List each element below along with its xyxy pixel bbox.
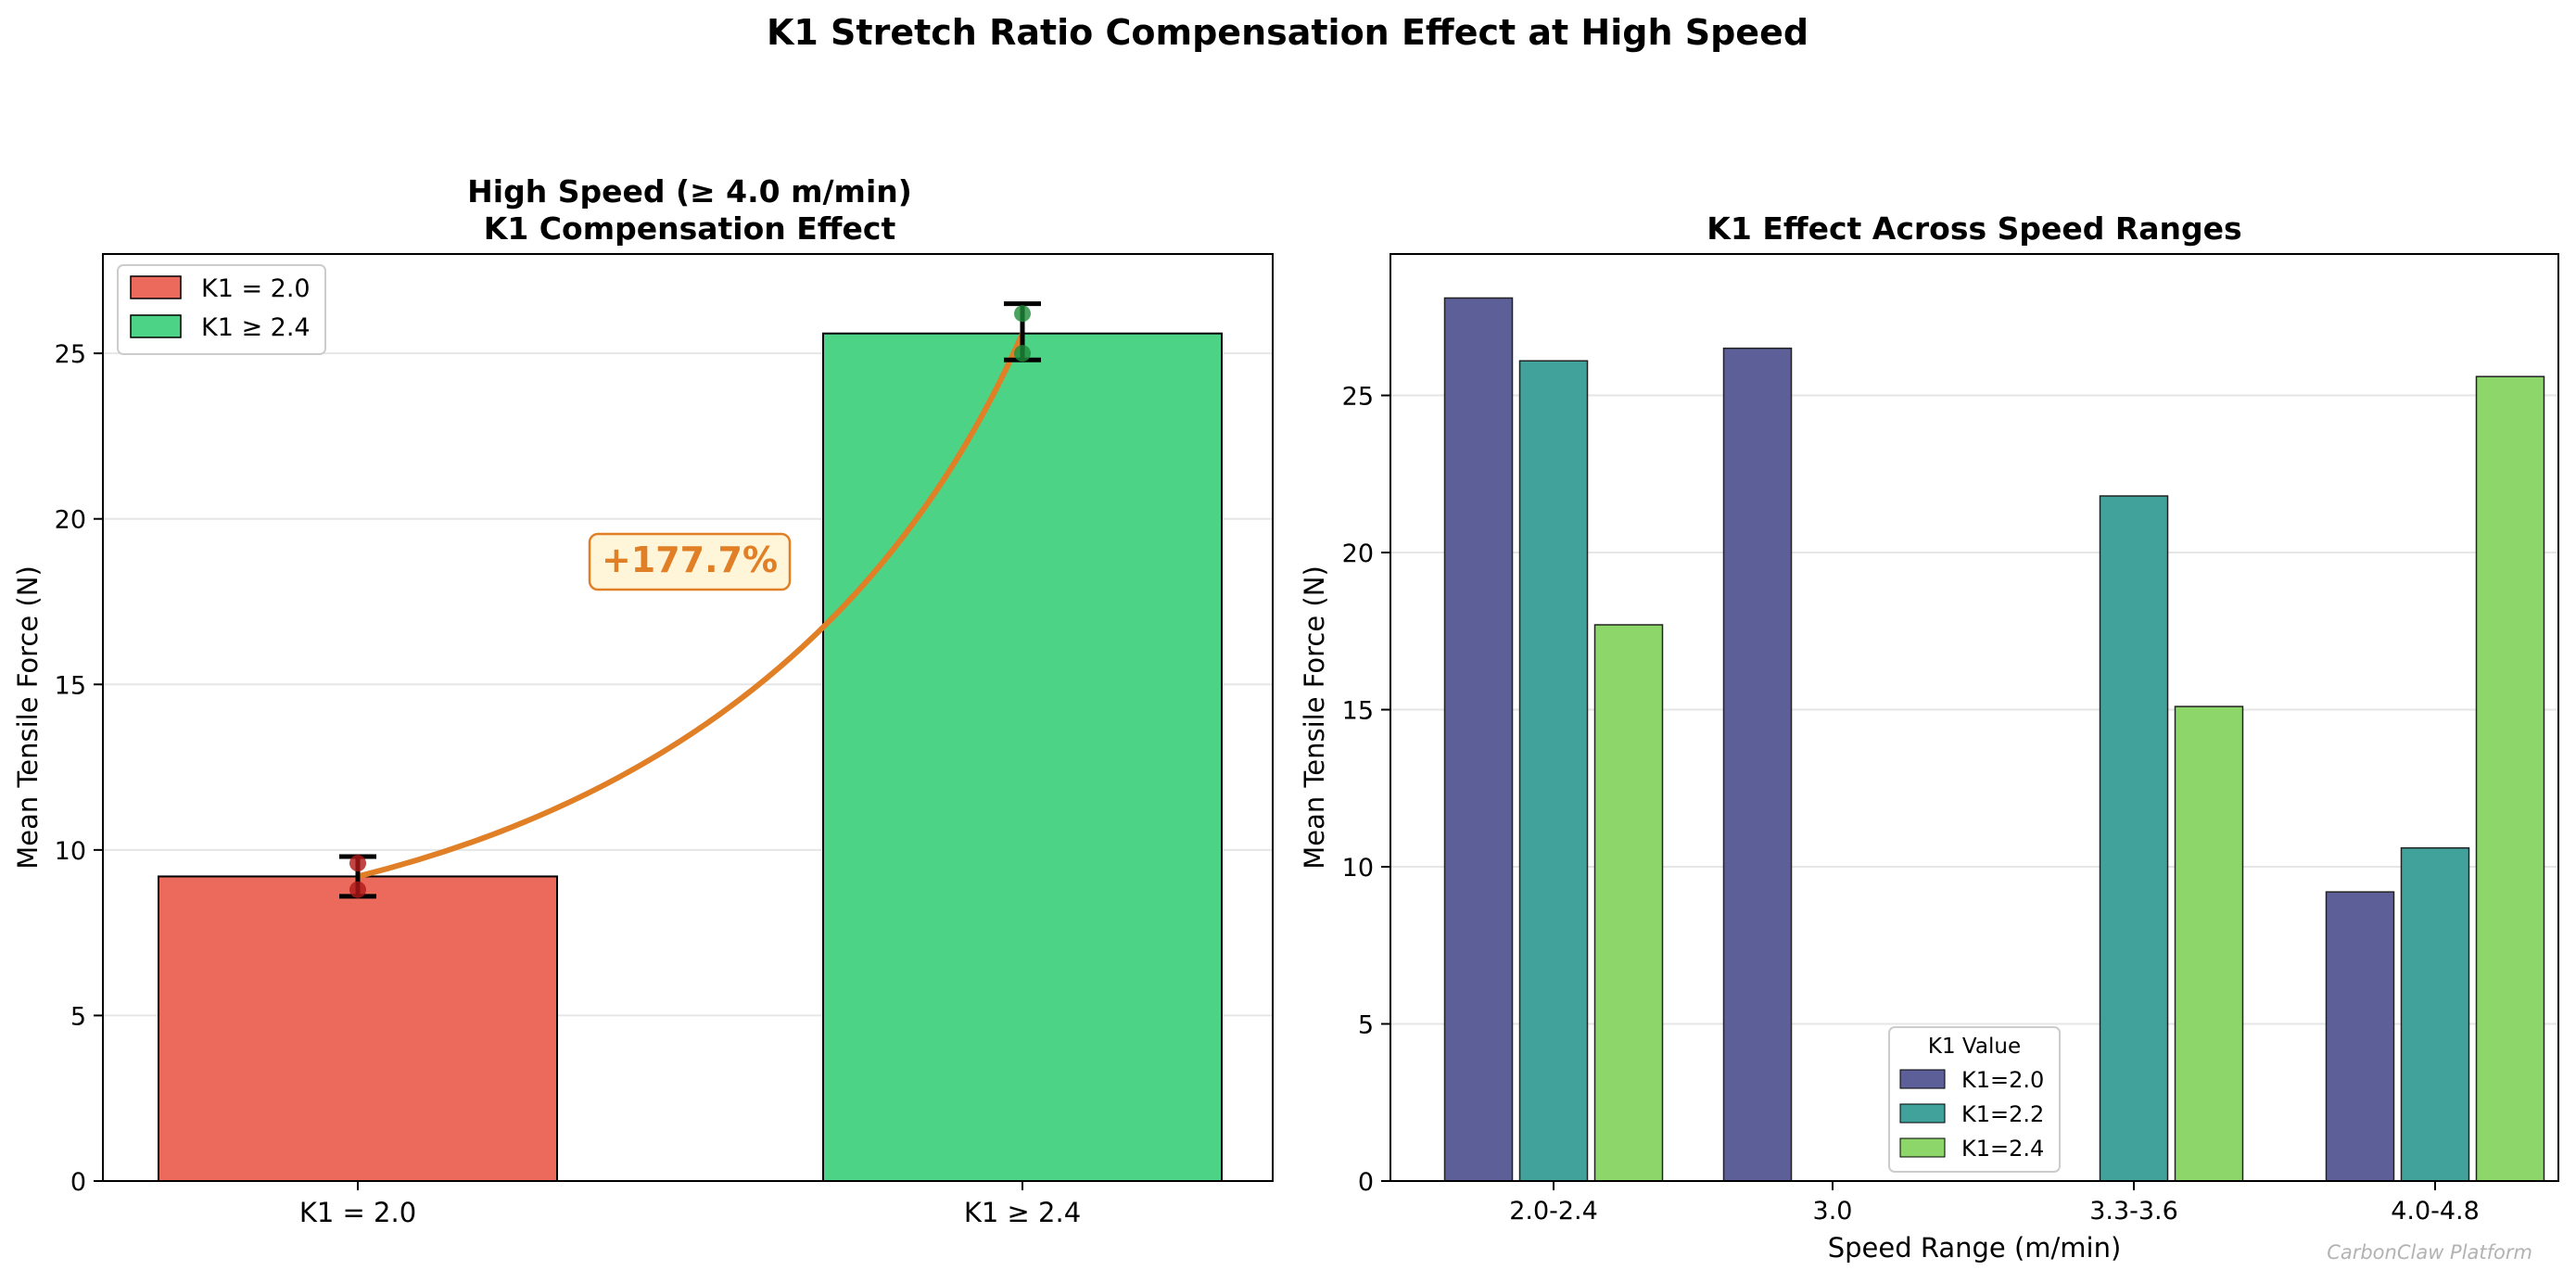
annotation-box [588, 532, 792, 591]
legend-label-k1-2-0: K1 = 2.0 [201, 274, 311, 303]
left-x-ticks: K1 = 2.0 K1 ≥ 2.4 [299, 1181, 1081, 1228]
left-chart: 0 5 10 15 20 25 K1 = 2.0 K1 ≥ 2.4 High Speed (… [12, 173, 1274, 1228]
left-y-tick-label: 20 [55, 506, 86, 535]
left-legend: K1 = 2.0 K1 ≥ 2.4 [117, 264, 326, 355]
annotation-text: +177.7% [602, 540, 778, 580]
bar-k1-2-0-3-0 [1722, 347, 1793, 1182]
left-subtitle: K1 Compensation Effect [484, 210, 896, 247]
bar-k1-2-4 [822, 332, 1223, 1182]
left-plot-frame [102, 253, 1274, 1182]
legend-swatch-k1-2-4 [1899, 1137, 1946, 1158]
bar-k1-2-4-2-0-2-4 [1593, 624, 1664, 1182]
left-y-tick-label: 10 [55, 837, 86, 866]
watermark: CarbonClaw Platform [2327, 1241, 2532, 1264]
right-legend: K1 Value K1=2.0 K1=2.2 K1=2.4 [1888, 1026, 2061, 1173]
right-y-tick-label: 15 [1342, 697, 1374, 726]
bar-k1-2-2-2-0-2-4 [1518, 360, 1589, 1182]
bar-k1-2-0 [158, 875, 558, 1183]
right-bars [1443, 297, 2545, 1182]
left-annotation: +177.7% [588, 532, 792, 591]
x-tick-label-3-0: 3.0 [1813, 1197, 1853, 1226]
left-bars [158, 332, 1223, 1183]
left-points [349, 305, 1031, 898]
legend-label-k1-2-4: K1 ≥ 2.4 [201, 313, 311, 342]
x-tick-label-3-3-3-6: 3.3-3.6 [2089, 1197, 2178, 1226]
bar-k1-2-4-4-0-4-8 [2475, 375, 2545, 1182]
bar-k1-2-0-4-0-4-8 [2325, 891, 2395, 1182]
right-y-axis-label: Mean Tensile Force (N) [1299, 565, 1330, 870]
legend-swatch-k1-2-4 [130, 314, 182, 338]
bar-k1-2-0-2-0-2-4 [1443, 297, 1514, 1182]
x-tick-label-k1-2-0: K1 = 2.0 [299, 1197, 416, 1228]
right-x-axis-label: Speed Range (m/min) [1828, 1232, 2122, 1264]
right-legend-frame [1888, 1026, 2061, 1173]
x-tick-label-4-0-4-8: 4.0-4.8 [2391, 1197, 2480, 1226]
left-y-tick-label: 15 [55, 671, 86, 700]
legend-label-k1-2-2: K1=2.2 [1961, 1101, 2044, 1127]
left-y-tick-label: 0 [70, 1168, 86, 1197]
data-point-k1-2-0 [349, 855, 366, 872]
x-tick-label-k1-2-4: K1 ≥ 2.4 [964, 1197, 1081, 1228]
data-point-k1-2-4 [1014, 305, 1031, 323]
legend-swatch-k1-2-2 [1899, 1103, 1946, 1124]
left-title: High Speed (≥ 4.0 m/min) [467, 173, 912, 210]
right-y-tick-label: 5 [1358, 1011, 1374, 1040]
right-plot-frame [1390, 253, 2559, 1182]
bar-k1-2-4-3-3-3-6 [2174, 705, 2244, 1182]
right-x-ticks: 2.0-2.4 3.0 3.3-3.6 4.0-4.8 [1509, 1181, 2480, 1226]
right-legend-title: K1 Value [1928, 1035, 2021, 1059]
bar-k1-2-2-3-3-3-6 [2099, 495, 2169, 1182]
left-y-tick-label: 5 [70, 1002, 86, 1031]
left-y-tick-label: 25 [55, 340, 86, 369]
bar-k1-2-2-4-0-4-8 [2400, 846, 2470, 1182]
legend-swatch-k1-2-0 [130, 275, 182, 299]
right-y-tick-label: 10 [1342, 854, 1374, 883]
legend-label-k1-2-4: K1=2.4 [1961, 1136, 2044, 1162]
x-tick-label-2-0-2-4: 2.0-2.4 [1509, 1197, 1598, 1226]
right-title: K1 Effect Across Speed Ranges [1707, 210, 2241, 247]
legend-label-k1-2-0: K1=2.0 [1961, 1067, 2044, 1093]
data-point-k1-2-4 [1014, 345, 1031, 362]
left-y-axis-label: Mean Tensile Force (N) [12, 565, 44, 870]
right-y-tick-label: 0 [1358, 1168, 1374, 1197]
left-y-ticks: 0 5 10 15 20 25 [55, 340, 103, 1197]
legend-swatch-k1-2-0 [1899, 1069, 1946, 1089]
right-y-tick-label: 25 [1342, 383, 1374, 412]
improvement-curve [357, 332, 1025, 880]
right-y-ticks: 0 5 10 15 20 25 [1342, 383, 1390, 1197]
right-chart: 0 5 10 15 20 25 2.0-2.4 3.0 3.3-3.6 4.0-4.8 K1 E… [1299, 210, 2559, 1264]
figure-title: K1 Stretch Ratio Compensation Effect at … [767, 12, 1808, 53]
right-y-tick-label: 20 [1342, 540, 1374, 568]
data-point-k1-2-0 [349, 881, 366, 898]
